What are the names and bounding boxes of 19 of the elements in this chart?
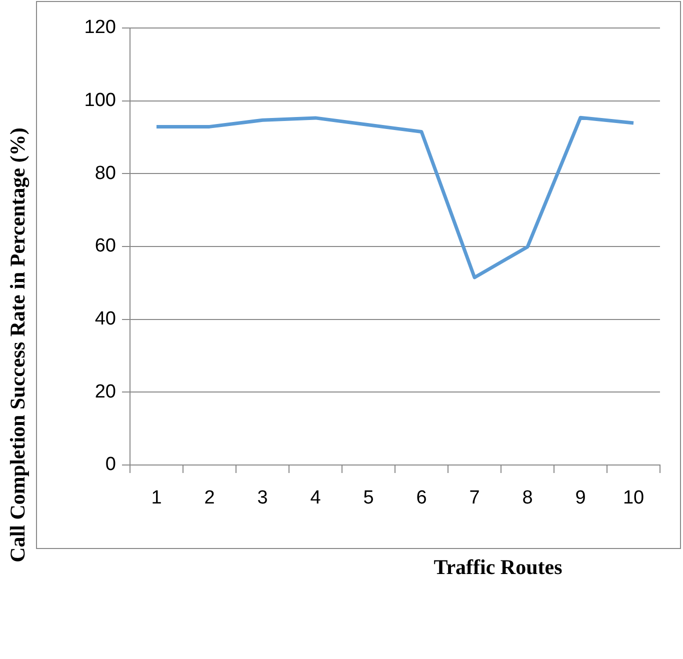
x-tick-label: 9: [575, 488, 586, 509]
y-tick-label: 40: [94, 308, 116, 330]
x-axis-title: Traffic Routes: [434, 555, 562, 580]
y-axis-title: Call Completion Success Rate in Percentage (%): [6, 128, 30, 562]
x-tick-label: 2: [204, 488, 215, 509]
x-tick-label: 8: [522, 488, 533, 509]
y-tick-label: 100: [84, 90, 116, 112]
x-tick-label: 5: [363, 488, 374, 509]
y-tick-label: 60: [94, 236, 116, 257]
y-tick-label: 80: [94, 162, 116, 184]
y-tick-label: 120: [84, 17, 116, 38]
y-tick-label: 0: [105, 454, 116, 476]
y-tick-label: 20: [94, 381, 116, 402]
x-tick-label: 7: [469, 488, 480, 509]
x-tick-label: 3: [257, 488, 268, 509]
x-tick-label: 4: [310, 488, 322, 509]
x-tick-label: 1: [151, 488, 162, 509]
x-tick-label: 6: [416, 488, 427, 509]
x-tick-label: 10: [622, 488, 644, 509]
